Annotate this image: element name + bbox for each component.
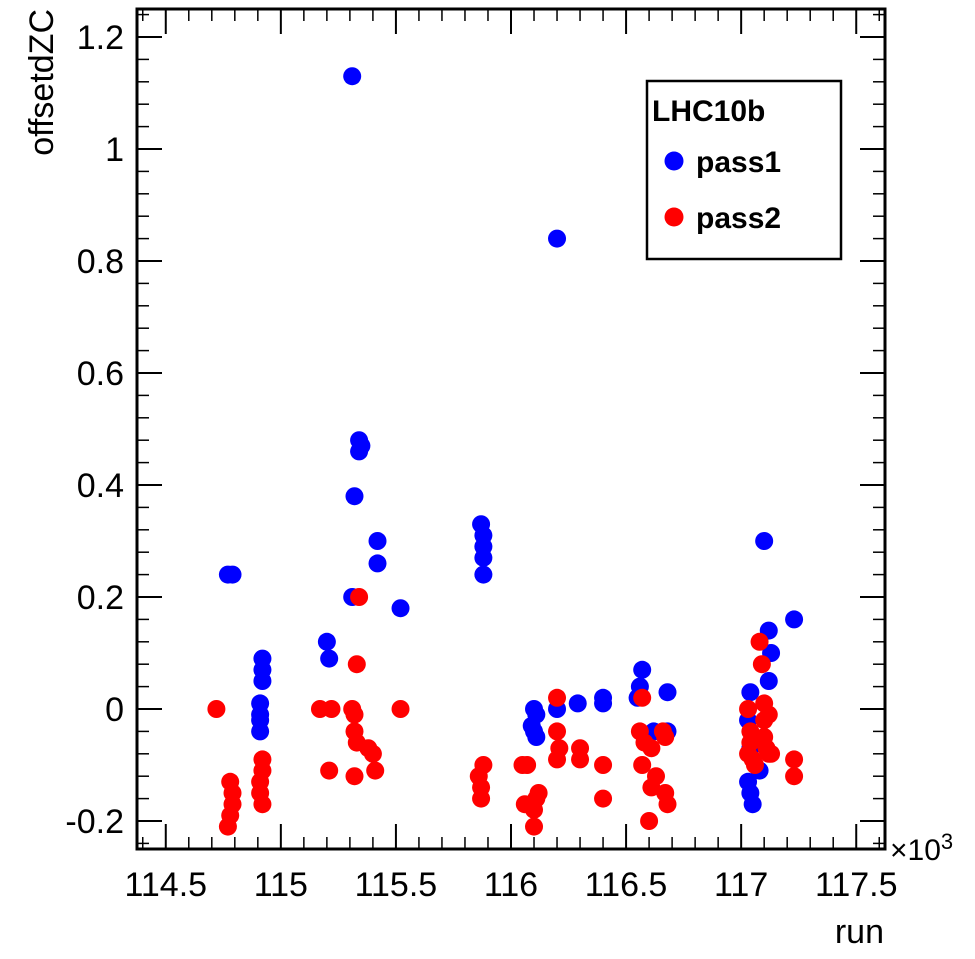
data-point-pass1 [594,694,613,713]
data-point-pass1 [343,67,362,86]
data-point-pass2 [745,756,764,774]
data-point-pass1 [317,632,336,651]
y-axis-label: offsetdZC [23,9,61,156]
data-point-pass1 [633,660,652,679]
data-point-pass1 [527,728,546,746]
data-points [207,67,804,836]
data-point-pass2 [752,655,771,674]
x-tick-label: 114.5 [124,866,207,904]
data-point-pass2 [253,795,272,814]
data-point-pass1 [785,610,804,629]
y-tick-labels: -0.2 0 0.2 0.4 0.6 0.8 1 1.2 [65,19,124,841]
data-point-pass2 [739,700,758,718]
data-point-pass2 [594,789,613,808]
data-point-pass2 [750,632,769,651]
data-point-pass1 [368,554,387,573]
data-point-pass2 [759,705,778,724]
data-point-pass2 [350,588,369,606]
data-point-pass2 [646,767,665,786]
x-multiplier: ×103 [890,829,953,867]
data-point-pass2 [571,750,590,769]
x-tick-label: 116.5 [585,866,668,904]
y-tick-label: 0.4 [77,467,124,505]
data-point-pass2 [472,789,491,808]
data-point-pass1 [253,672,272,690]
axis-ticks [137,9,885,849]
data-point-pass1 [741,683,760,702]
data-point-pass2 [525,817,544,836]
data-point-pass1 [548,229,567,248]
data-point-pass2 [347,655,366,674]
data-point-pass2 [391,700,410,718]
data-point-pass2 [762,744,781,763]
legend-label-pass2: pass2 [696,202,781,235]
data-point-pass2 [633,688,652,707]
data-point-pass2 [207,700,226,718]
y-tick-label: 1.2 [77,19,124,57]
data-point-pass2 [366,761,385,780]
data-point-pass2 [548,722,567,741]
data-point-pass1 [759,672,778,690]
y-tick-label: -0.2 [65,803,124,841]
y-tick-label: 1 [105,131,124,169]
y-tick-label: 0.2 [77,579,124,617]
data-point-pass2 [642,739,661,758]
x-tick-label: 115 [254,866,308,904]
data-point-pass2 [785,750,804,769]
data-point-pass2 [640,812,659,830]
x-multiplier-base: ×10 [890,834,941,867]
data-point-pass1 [320,649,339,668]
data-point-pass2 [363,744,382,763]
data-point-pass2 [345,767,364,786]
data-point-pass1 [223,565,242,584]
x-multiplier-exponent: 3 [941,829,953,854]
x-tick-label: 116 [484,866,538,904]
y-tick-label: 0.6 [77,355,124,393]
data-point-pass1 [743,795,762,814]
data-point-pass1 [345,487,364,506]
data-point-pass2 [594,756,613,774]
data-point-pass1 [368,532,387,550]
x-tick-labels: 114.5 115 115.5 116 116.5 117 117.5 [124,866,897,904]
x-tick-label: 117.5 [815,866,898,904]
data-point-pass2 [633,756,652,774]
x-axis-label: run [835,913,884,951]
data-point-pass2 [345,705,364,724]
data-point-pass1 [350,442,369,461]
data-point-pass2 [518,756,537,774]
data-point-pass2 [658,795,677,814]
data-point-pass1 [474,548,493,567]
data-point-pass2 [548,750,567,769]
data-point-pass2 [320,761,339,780]
data-point-pass2 [529,784,548,802]
legend-title: LHC10b [652,95,765,128]
data-point-pass2 [785,767,804,786]
y-tick-label: 0.8 [77,243,124,281]
data-point-pass1 [568,694,587,713]
data-point-pass2 [218,817,237,836]
legend-marker-pass2 [664,207,684,227]
data-point-pass1 [658,683,677,702]
x-tick-label: 117 [714,866,768,904]
data-point-pass1 [251,722,270,741]
data-point-pass2 [474,756,493,774]
x-tick-label: 115.5 [355,866,438,904]
data-point-pass2 [322,700,341,718]
data-point-pass1 [391,599,410,618]
legend-marker-pass1 [664,151,684,171]
legend-box [645,79,843,261]
legend-label-pass1: pass1 [696,146,781,179]
legend-entries: pass1 pass2 [664,146,781,235]
y-tick-label: 0 [105,691,124,729]
legend: LHC10b pass1 pass2 [645,79,843,261]
data-point-pass2 [548,688,567,707]
data-point-pass1 [474,565,493,584]
data-point-pass2 [656,728,675,746]
data-point-pass1 [755,532,774,550]
